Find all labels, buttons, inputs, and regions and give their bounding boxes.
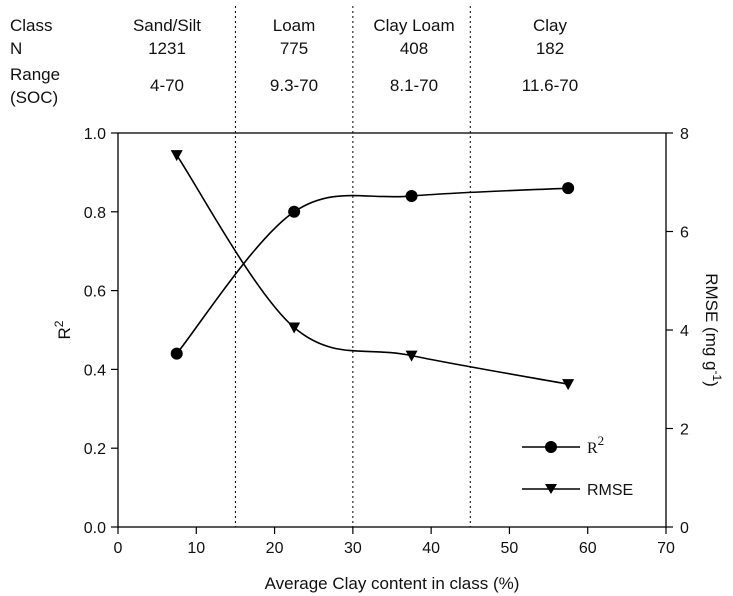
- header-row-label-soc: (SOC): [10, 88, 58, 107]
- y2-tick-label-8: 8: [680, 126, 689, 143]
- point-r2-3: [405, 190, 418, 203]
- y-axis-title-sup: 2: [52, 320, 66, 327]
- y-tick-label-0.4: 0.4: [84, 362, 106, 379]
- legend-r2-marker: [545, 441, 557, 453]
- y2-axis-title: RMSE (mg g-1): [702, 273, 724, 387]
- series-line-r2: [176, 187, 569, 355]
- legend-r2-label-base: R: [587, 440, 598, 457]
- x-tick-label-0: 0: [114, 540, 123, 557]
- class-n-clay-loam: 408: [400, 39, 428, 58]
- axis-ticks: 0 10 20 30 40 50 60 70 0.0 0.2 0.4 0.6 0.8 1.0 0 2 4 6 8: [84, 126, 689, 557]
- y-axis-title: R2: [52, 320, 74, 339]
- class-name-loam: Loam: [273, 16, 316, 35]
- x-tick-label-30: 30: [344, 540, 362, 557]
- class-range-clay: 11.6-70: [522, 76, 578, 95]
- y2-tick-label-0: 0: [680, 520, 689, 537]
- point-rmse-3: [405, 350, 418, 362]
- class-range-loam: 9.3-70: [270, 76, 318, 95]
- header-row-label-class: Class: [10, 16, 53, 35]
- class-name-sand-silt: Sand/Silt: [133, 16, 201, 35]
- x-tick-label-60: 60: [579, 540, 597, 557]
- point-rmse-1: [170, 150, 183, 162]
- class-range-clay-loam: 8.1-70: [390, 76, 438, 95]
- y-tick-label-0.8: 0.8: [84, 205, 106, 222]
- series-line-rmse: [176, 154, 569, 385]
- legend-rmse-label: RMSE: [587, 482, 633, 499]
- y2-tick-label-2: 2: [680, 422, 689, 439]
- legend-r2-label: R2: [587, 433, 604, 457]
- class-n-clay: 182: [536, 39, 564, 58]
- class-name-clay: Clay: [533, 16, 568, 35]
- class-dividers: [234, 6, 471, 527]
- x-tick-label-50: 50: [501, 540, 519, 557]
- point-r2-4: [562, 182, 575, 195]
- legend-rmse-marker: [545, 484, 557, 494]
- y2-axis-title-sup: -1: [710, 370, 724, 381]
- point-rmse-2: [288, 322, 301, 334]
- class-header: Class N Range (SOC) Sand/Silt 1231 4-70 …: [10, 16, 578, 107]
- x-tick-label-10: 10: [187, 540, 205, 557]
- point-r2-2: [288, 205, 301, 218]
- y-tick-label-0.2: 0.2: [84, 441, 106, 458]
- x-tick-label-20: 20: [266, 540, 284, 557]
- class-range-sand-silt: 4-70: [150, 76, 184, 95]
- y2-tick-label-4: 4: [680, 323, 689, 340]
- class-name-clay-loam: Clay Loam: [373, 16, 454, 35]
- point-r2-1: [170, 347, 183, 360]
- y2-axis-title-base: RMSE (mg g: [702, 273, 721, 370]
- series-layer: [170, 150, 575, 391]
- header-row-label-n: N: [10, 39, 22, 58]
- legend: R2 RMSE: [522, 433, 633, 499]
- y-axis-title-base: R: [55, 327, 74, 339]
- header-row-label-range: Range: [10, 65, 60, 84]
- y-tick-label-0.0: 0.0: [84, 520, 106, 537]
- class-n-sand-silt: 1231: [148, 39, 186, 58]
- point-rmse-4: [562, 379, 575, 391]
- y-tick-label-1.0: 1.0: [84, 126, 106, 143]
- y-tick-label-0.6: 0.6: [84, 284, 106, 301]
- legend-r2-label-sup: 2: [598, 433, 605, 448]
- class-n-loam: 775: [280, 39, 308, 58]
- y2-axis-title-close: ): [702, 381, 721, 387]
- x-axis-title: Average Clay content in class (%): [265, 574, 520, 593]
- x-tick-label-40: 40: [422, 540, 440, 557]
- y2-tick-label-6: 6: [680, 225, 689, 242]
- x-tick-label-70: 70: [657, 540, 675, 557]
